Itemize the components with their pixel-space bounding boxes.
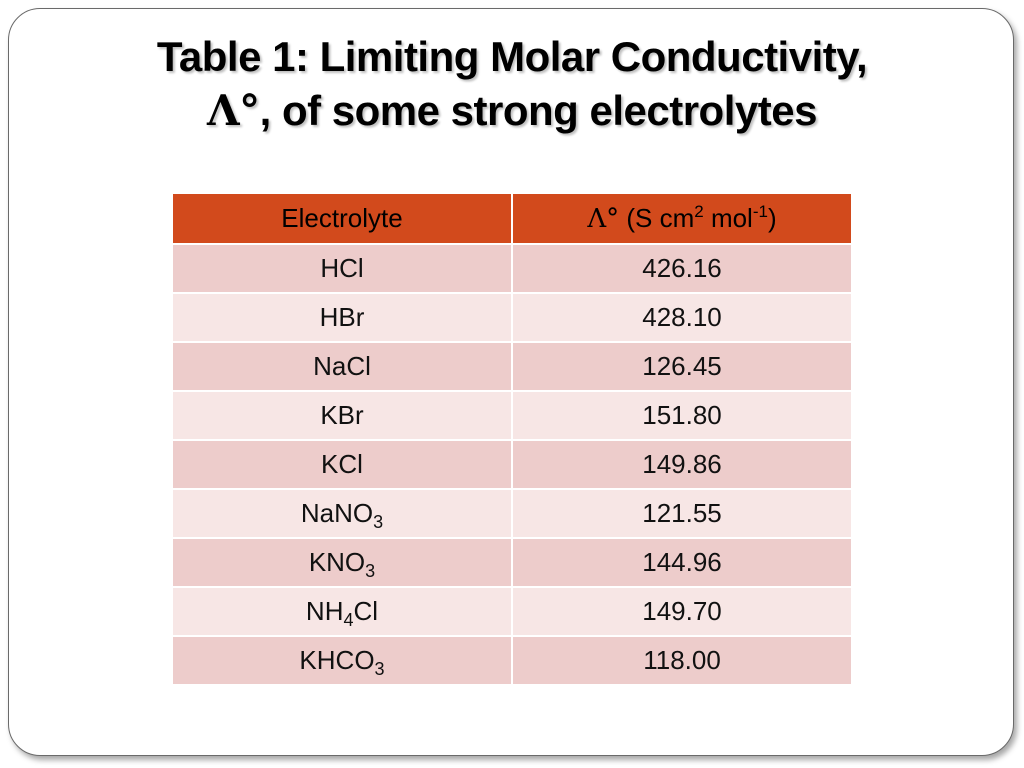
- table-header-row: Electrolyte Λ° (S cm2 mol-1): [171, 192, 853, 245]
- table-row: HCl 426.16: [171, 243, 853, 294]
- electrolyte-subscript: 4: [343, 610, 354, 630]
- electrolyte-formula: KCl: [321, 449, 363, 479]
- electrolyte-subscript: 3: [365, 561, 376, 581]
- electrolyte-cell: KHCO3: [171, 635, 513, 686]
- electrolyte-formula: NH: [305, 596, 344, 626]
- table-row: NH4Cl 149.70: [171, 586, 853, 637]
- electrolyte-subscript: 3: [374, 659, 385, 679]
- electrolyte-formula: KNO: [308, 547, 366, 577]
- electrolyte-cell: HCl: [171, 243, 513, 294]
- conductivity-value-cell: 149.86: [511, 439, 853, 490]
- header-unit-post: ): [767, 203, 777, 233]
- title-line-2: Λ°, of some strong electrolytes: [0, 84, 1024, 138]
- table-body: HCl 426.16 HBr 428.10 NaCl 126.45 KBr 151.80 KCl…: [171, 243, 853, 686]
- electrolyte-cell: KCl: [171, 439, 513, 490]
- conductivity-value-cell: 144.96: [511, 537, 853, 588]
- conductivity-value-cell: 426.16: [511, 243, 853, 294]
- title-line-1: Table 1: Limiting Molar Conductivity,: [156, 33, 868, 80]
- table-row: NaCl 126.45: [171, 341, 853, 392]
- electrolyte-formula: HBr: [319, 302, 365, 332]
- conductivity-value-cell: 126.45: [511, 341, 853, 392]
- electrolyte-formula: KBr: [320, 400, 364, 430]
- electrolyte-cell: HBr: [171, 292, 513, 343]
- header-electrolyte: Electrolyte: [171, 192, 513, 245]
- electrolyte-formula: NaCl: [313, 351, 371, 381]
- table-row: NaNO3 121.55: [171, 488, 853, 539]
- electrolyte-formula: KHCO: [299, 645, 375, 675]
- table-row: KHCO3 118.00: [171, 635, 853, 686]
- title-line-2-text: , of some strong electrolytes: [259, 87, 818, 134]
- conductivity-value-cell: 428.10: [511, 292, 853, 343]
- electrolyte-cell: KNO3: [171, 537, 513, 588]
- electrolyte-formula: HCl: [320, 253, 364, 283]
- slide-title: Table 1: Limiting Molar Conductivity, Λ°…: [0, 30, 1024, 138]
- table-row: KBr 151.80: [171, 390, 853, 441]
- electrolyte-cell: KBr: [171, 390, 513, 441]
- header-unit-sup-cm: 2: [694, 202, 704, 221]
- header-conductivity: Λ° (S cm2 mol-1): [511, 192, 853, 245]
- electrolyte-cell: NaNO3: [171, 488, 513, 539]
- conductivity-value-cell: 118.00: [511, 635, 853, 686]
- header-unit-pre: (S cm: [619, 203, 695, 233]
- header-lambda-symbol: Λ°: [587, 204, 620, 234]
- title-lambda-symbol: Λ°: [207, 86, 260, 135]
- table-row: KNO3 144.96: [171, 537, 853, 588]
- header-unit-mid: mol: [703, 203, 753, 233]
- electrolyte-cell: NaCl: [171, 341, 513, 392]
- electrolyte-subscript: 3: [373, 512, 384, 532]
- conductivity-value-cell: 151.80: [511, 390, 853, 441]
- electrolyte-cell: NH4Cl: [171, 586, 513, 637]
- table-row: HBr 428.10: [171, 292, 853, 343]
- table-row: KCl 149.86: [171, 439, 853, 490]
- electrolyte-formula: NaNO: [300, 498, 374, 528]
- header-unit-sup-mol: -1: [752, 202, 768, 221]
- conductivity-table: Electrolyte Λ° (S cm2 mol-1) HCl 426.16 HB…: [171, 192, 853, 686]
- electrolyte-formula-suffix: Cl: [353, 596, 379, 626]
- conductivity-value-cell: 121.55: [511, 488, 853, 539]
- conductivity-value-cell: 149.70: [511, 586, 853, 637]
